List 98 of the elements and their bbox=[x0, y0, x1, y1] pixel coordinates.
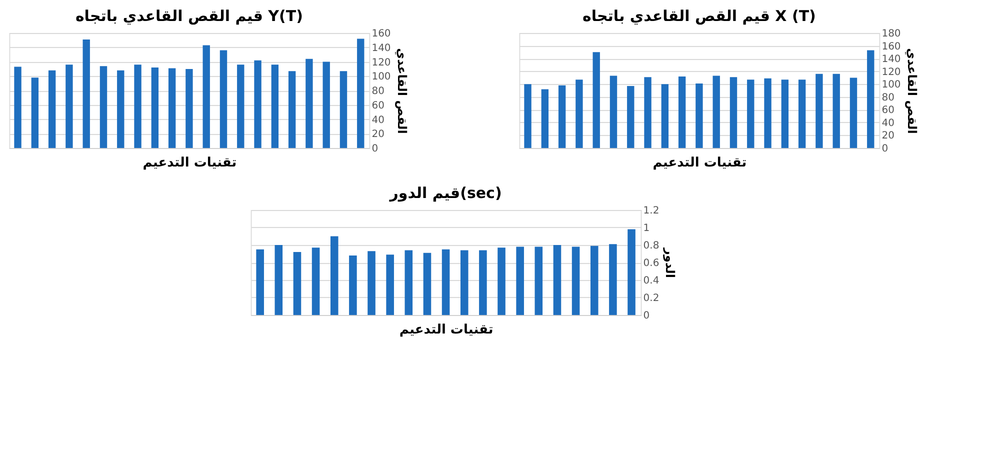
y-tick-label: 120 bbox=[372, 57, 391, 68]
bar bbox=[867, 50, 874, 148]
bar bbox=[479, 250, 487, 315]
bar bbox=[168, 68, 176, 148]
y-tick-label: 0.8 bbox=[643, 240, 660, 252]
bar bbox=[117, 70, 124, 148]
bar bbox=[274, 245, 283, 315]
bar bbox=[293, 252, 302, 315]
bar bbox=[306, 58, 313, 148]
y-tick-label: 1.2 bbox=[643, 206, 660, 216]
bar bbox=[696, 83, 703, 148]
bar bbox=[66, 64, 73, 148]
bar bbox=[816, 74, 823, 148]
bar bbox=[151, 68, 159, 148]
y-tick-label: 20 bbox=[372, 129, 384, 140]
x-axis-title: تقنيات التدعيم bbox=[399, 322, 494, 338]
y-tick-label: 40 bbox=[372, 114, 384, 126]
bar bbox=[730, 77, 738, 148]
bar bbox=[524, 84, 532, 148]
y-axis-title: الدور bbox=[663, 247, 678, 278]
bar bbox=[237, 64, 244, 148]
bar bbox=[747, 80, 754, 148]
bar bbox=[220, 50, 228, 148]
bar bbox=[48, 70, 56, 148]
y-tick-label: 160 bbox=[882, 41, 901, 52]
bar bbox=[368, 251, 376, 315]
bar bbox=[798, 80, 806, 148]
bar bbox=[186, 68, 193, 148]
bar bbox=[592, 52, 600, 148]
y-tick-label: 140 bbox=[372, 42, 391, 54]
bar bbox=[541, 89, 549, 148]
chart-title: قيم الدور(sec) bbox=[388, 184, 502, 202]
bar bbox=[628, 229, 636, 315]
x-axis-title: تقنيات التدعيم bbox=[142, 156, 237, 170]
bar bbox=[516, 246, 524, 315]
bar bbox=[498, 248, 506, 315]
bar bbox=[764, 78, 772, 148]
bar bbox=[590, 246, 598, 315]
y-tick-label: 40 bbox=[882, 118, 894, 129]
bar bbox=[271, 64, 279, 148]
y-tick-label: 0 bbox=[882, 144, 888, 154]
bar bbox=[610, 76, 618, 148]
bar bbox=[134, 64, 142, 148]
y-tick-label: 120 bbox=[882, 66, 901, 78]
y-tick-label: 100 bbox=[372, 72, 391, 83]
y-tick-label: 80 bbox=[882, 92, 894, 104]
y-tick-label: 0 bbox=[372, 144, 378, 154]
bar bbox=[386, 254, 394, 315]
y-tick-label: 60 bbox=[882, 105, 894, 116]
y-axis-title: القص القاعدي bbox=[904, 48, 919, 134]
y-axis-title: القص القاعدي bbox=[394, 48, 409, 134]
bar bbox=[661, 84, 669, 148]
bar bbox=[627, 86, 634, 148]
y-tick-label: 20 bbox=[882, 130, 894, 142]
bar bbox=[322, 62, 330, 148]
y-tick-label: 140 bbox=[882, 54, 901, 66]
y-tick-label: 0 bbox=[643, 310, 650, 322]
bar bbox=[572, 246, 580, 315]
y-tick-label: 0.4 bbox=[643, 276, 660, 286]
bar bbox=[82, 39, 90, 148]
y-tick-label: 0.6 bbox=[643, 258, 660, 269]
bar bbox=[349, 256, 357, 315]
y-tick-label: 180 bbox=[882, 28, 901, 40]
x-axis-title: تقنيات التدعيم bbox=[652, 156, 747, 170]
y-tick-label: 160 bbox=[372, 28, 391, 40]
chart-title: قيم القص القاعدي باتجاه X (T) bbox=[582, 7, 816, 25]
bar bbox=[781, 80, 789, 148]
bar bbox=[553, 245, 562, 315]
bar bbox=[712, 76, 720, 148]
bar bbox=[312, 248, 320, 315]
bar bbox=[14, 66, 22, 148]
bar bbox=[254, 60, 262, 148]
bar bbox=[357, 38, 364, 148]
bar bbox=[202, 45, 210, 148]
bar bbox=[442, 249, 450, 315]
y-tick-label: 0.2 bbox=[643, 293, 660, 304]
y-tick-label: 1 bbox=[643, 223, 650, 234]
bar bbox=[100, 66, 108, 148]
bar bbox=[256, 249, 264, 315]
bar bbox=[330, 236, 338, 315]
bar bbox=[423, 252, 432, 315]
y-tick-label: 100 bbox=[882, 80, 901, 91]
bar bbox=[340, 71, 348, 148]
bar bbox=[644, 77, 652, 148]
y-tick-label: 60 bbox=[372, 100, 384, 112]
y-tick-label: 80 bbox=[372, 86, 384, 97]
bar bbox=[678, 76, 686, 148]
bar bbox=[404, 250, 413, 315]
bar bbox=[558, 85, 566, 148]
bar bbox=[460, 250, 468, 315]
bar bbox=[850, 78, 858, 148]
bar bbox=[609, 244, 617, 315]
bar bbox=[31, 78, 39, 148]
bar bbox=[288, 71, 296, 148]
bar bbox=[534, 246, 543, 315]
bar bbox=[832, 74, 840, 148]
chart-title: قيم القص القاعدي باتجاه Y(T) bbox=[75, 7, 303, 25]
bar bbox=[576, 80, 583, 148]
